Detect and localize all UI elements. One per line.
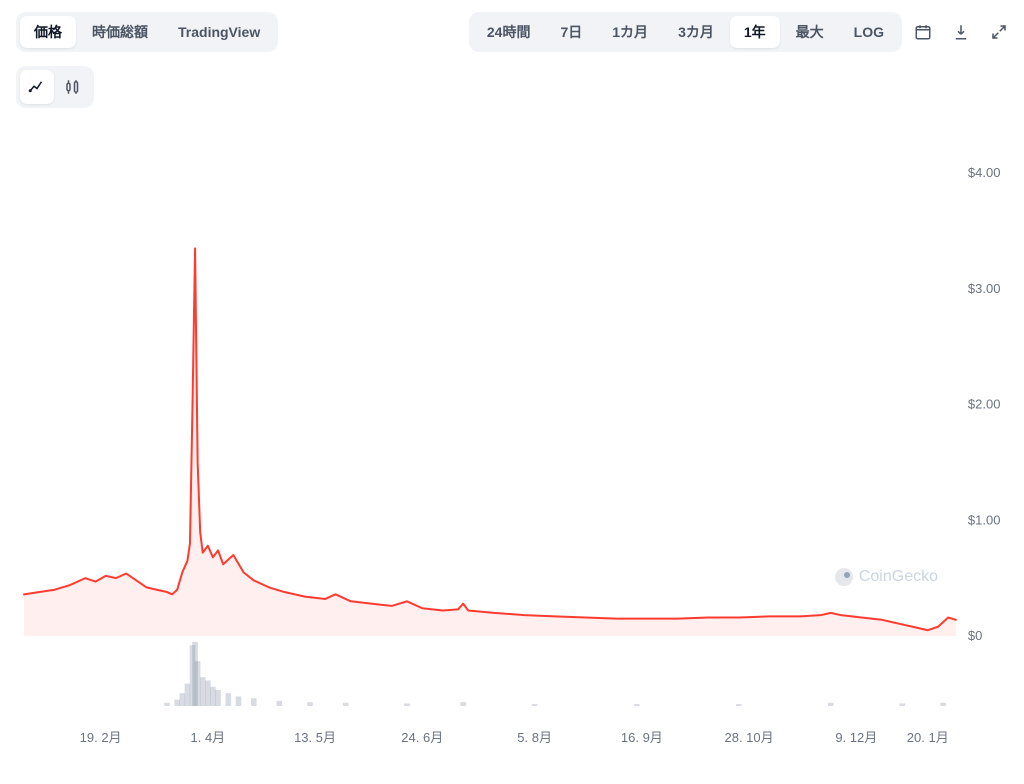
expand-icon <box>990 23 1008 41</box>
volume-bar <box>205 680 211 706</box>
y-tick-label: $3.00 <box>968 281 1001 296</box>
view-tab-1[interactable]: 時価総額 <box>78 16 162 48</box>
volume-bar <box>277 701 283 706</box>
volume-bar <box>404 703 410 706</box>
range-tab-5[interactable]: 最大 <box>782 16 838 48</box>
volume-bar <box>307 702 313 706</box>
y-tick-label: $1.00 <box>968 512 1001 527</box>
range-tab-6[interactable]: LOG <box>840 18 898 46</box>
line-chart-icon <box>28 78 46 96</box>
range-tab-2[interactable]: 1カ月 <box>598 16 662 48</box>
x-tick-label: 28. 10月 <box>724 730 773 745</box>
view-tabs: 価格時価総額TradingView <box>16 12 278 52</box>
volume-bar <box>210 687 216 706</box>
volume-bar <box>460 702 466 706</box>
range-tab-0[interactable]: 24時間 <box>473 16 545 48</box>
y-tick-label: $4.00 <box>968 165 1001 180</box>
volume-bar <box>179 693 185 706</box>
x-tick-label: 16. 9月 <box>621 730 663 745</box>
y-tick-label: $2.00 <box>968 397 1001 412</box>
view-tab-0[interactable]: 価格 <box>20 16 76 48</box>
y-tick-label: $0 <box>968 628 982 643</box>
calendar-button[interactable] <box>906 15 940 49</box>
candlestick-button[interactable] <box>56 70 90 104</box>
x-tick-label: 13. 5月 <box>294 730 336 745</box>
x-tick-label: 24. 6月 <box>401 730 443 745</box>
volume-bar <box>236 696 242 706</box>
volume-bar <box>164 703 170 706</box>
volume-bar <box>225 693 231 706</box>
range-tab-1[interactable]: 7日 <box>546 16 596 48</box>
line-chart-button[interactable] <box>20 70 54 104</box>
x-tick-label: 1. 4月 <box>190 730 225 745</box>
volume-bar <box>185 684 191 706</box>
expand-button[interactable] <box>982 15 1016 49</box>
volume-bar <box>343 703 349 706</box>
candlestick-icon <box>64 78 82 96</box>
range-tab-3[interactable]: 3カ月 <box>664 16 728 48</box>
volume-bar <box>174 700 180 706</box>
volume-bar <box>634 704 640 706</box>
volume-bar <box>532 704 538 706</box>
volume-bar <box>899 703 905 706</box>
volume-bar <box>251 698 257 706</box>
calendar-icon <box>914 23 932 41</box>
volume-bar <box>215 690 221 706</box>
chart-type-tabs <box>16 66 94 108</box>
x-tick-label: 5. 8月 <box>517 730 552 745</box>
volume-bar <box>200 677 206 706</box>
volume-bar <box>828 703 834 706</box>
volume-bar <box>736 704 742 706</box>
download-button[interactable] <box>944 15 978 49</box>
price-area <box>24 248 956 636</box>
range-tab-4[interactable]: 1年 <box>730 16 780 48</box>
view-tab-2[interactable]: TradingView <box>164 18 274 46</box>
download-icon <box>952 23 970 41</box>
volume-bar <box>195 661 201 706</box>
x-tick-label: 19. 2月 <box>80 730 122 745</box>
price-chart[interactable]: $0 $1.00 $2.00 $3.00 $4.00 19. 2月 1. 4月 13. 5月 2… <box>16 120 1018 756</box>
price-line <box>24 248 956 630</box>
x-tick-label: 20. 1月 <box>907 730 949 745</box>
volume-bar <box>940 703 946 706</box>
range-tabs: 24時間7日1カ月3カ月1年最大LOG <box>469 12 902 52</box>
x-tick-label: 9. 12月 <box>835 730 877 745</box>
